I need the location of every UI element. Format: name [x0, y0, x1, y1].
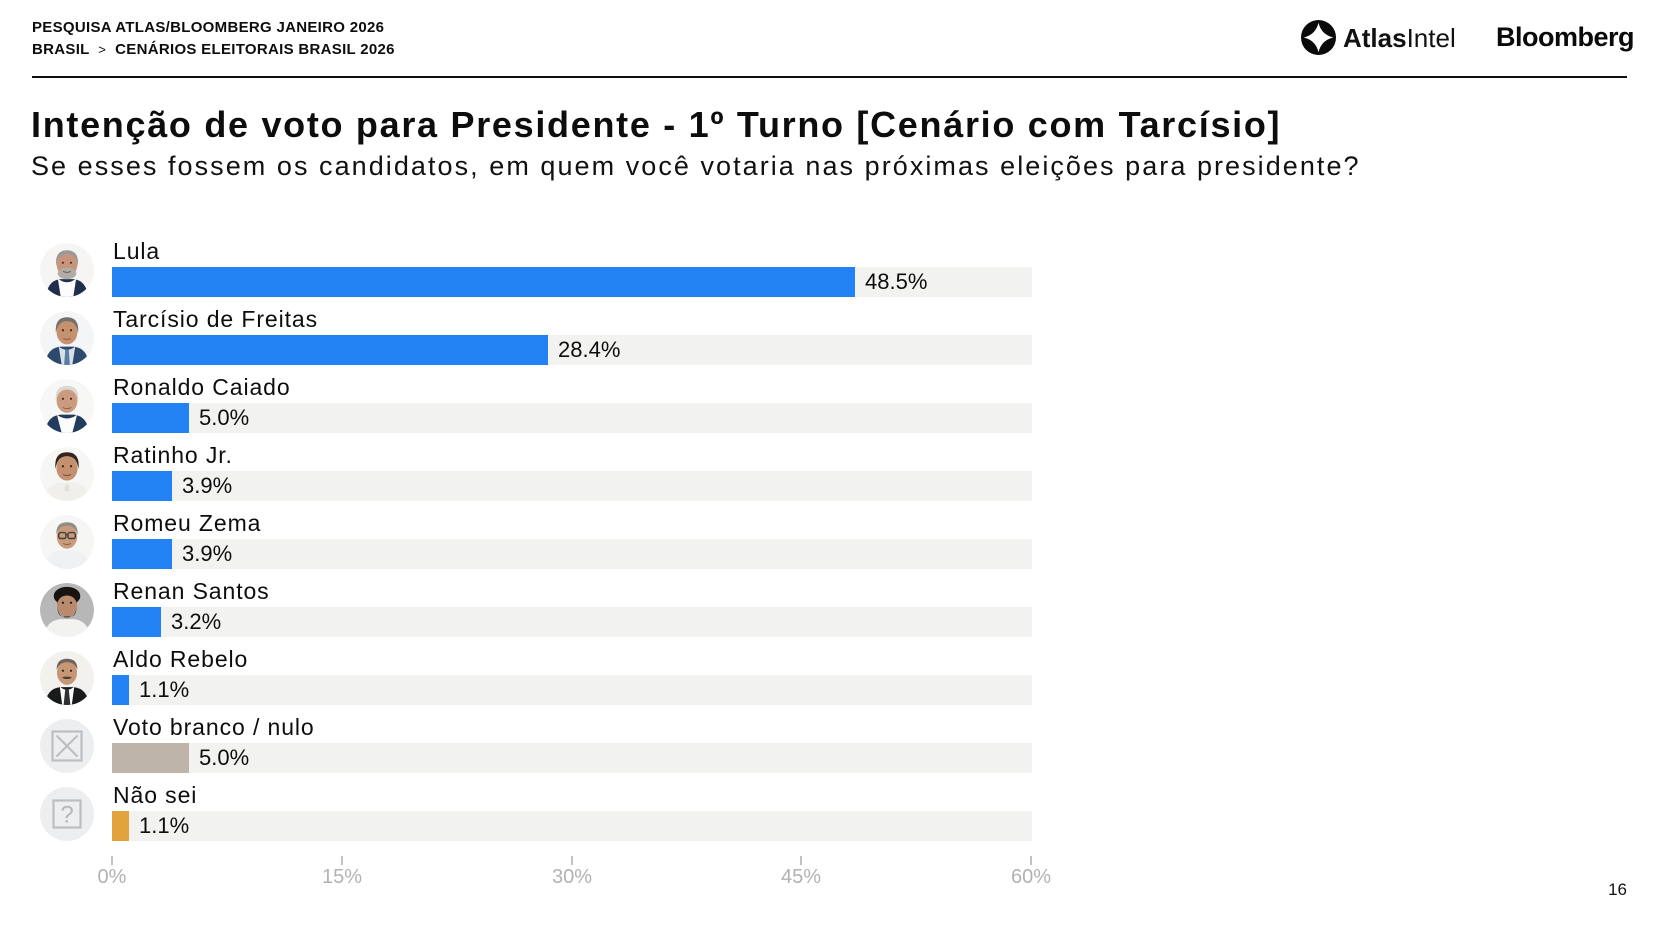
- svg-text:?: ?: [60, 802, 73, 829]
